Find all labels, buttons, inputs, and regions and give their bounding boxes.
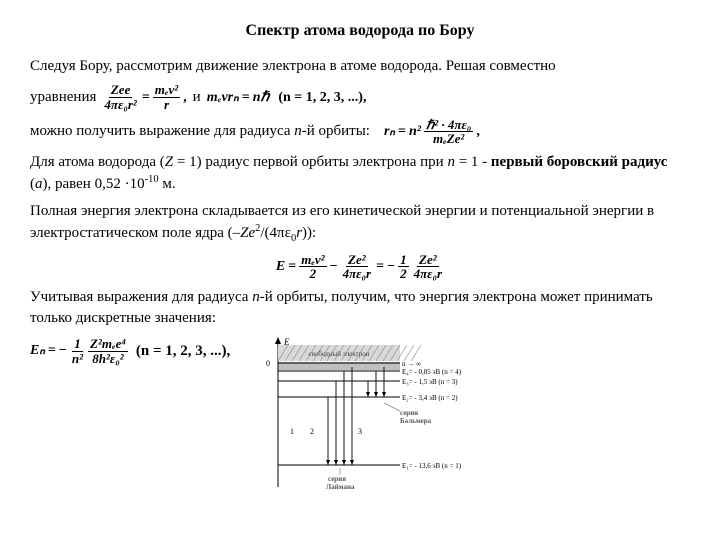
svg-text:2: 2 xyxy=(310,427,314,436)
equation-5: Eₙ = − 1n² Z²mₑe⁴8h²ε₀² xyxy=(30,337,128,365)
svg-text:E₂= - 3,4 эВ (n = 2): E₂= - 3,4 эВ (n = 2) xyxy=(402,394,458,402)
svg-text:0: 0 xyxy=(266,359,270,368)
paragraph-energy: Полная энергия электрона складывается из… xyxy=(30,201,690,247)
svg-text:n → ∞: n → ∞ xyxy=(402,360,421,368)
equation-2: mₑvrₙ = nℏ (n = 1, 2, 3, ...), xyxy=(207,88,367,108)
text-equations-label: уравнения xyxy=(30,87,96,108)
svg-text:1: 1 xyxy=(290,427,294,436)
svg-text:свободный электрон: свободный электрон xyxy=(309,350,370,358)
equation-5-tail: (n = 1, 2, 3, ...), xyxy=(136,341,230,362)
paragraph-discrete: Учитывая выражения для радиуса n-й орбит… xyxy=(30,287,690,329)
svg-text:3: 3 xyxy=(358,427,362,436)
equation-4: E = mₑv²2 − Ze²4πε₀r = − 12 Ze²4πε₀r xyxy=(276,253,444,281)
bottom-row: Eₙ = − 1n² Z²mₑe⁴8h²ε₀² (n = 1, 2, 3, ..… xyxy=(30,337,690,492)
energy-level-diagram: Eсвободный электрон0n → ∞E₄= - 0,85 эВ (… xyxy=(250,337,480,492)
svg-text:E₃= - 1,5 эВ (n = 3): E₃= - 1,5 эВ (n = 3) xyxy=(402,378,458,386)
equation-row-2: можно получить выражение для радиуса n-й… xyxy=(30,118,690,146)
paragraph-1: Следуя Бору, рассмотрим движение электро… xyxy=(30,56,690,77)
page-title: Спектр атома водорода по Бору xyxy=(30,20,690,42)
svg-text:Лаймана: Лаймана xyxy=(326,483,355,491)
svg-text:E₁= - 13,6 эВ (n = 1): E₁= - 13,6 эВ (n = 1) xyxy=(402,462,462,470)
equation-5-block: Eₙ = − 1n² Z²mₑe⁴8h²ε₀² (n = 1, 2, 3, ..… xyxy=(30,337,230,365)
svg-text:серия: серия xyxy=(328,475,346,483)
equation-row-1: уравнения Zee4πε₀r² = mₑv²r , и mₑvrₙ = … xyxy=(30,83,690,111)
equation-1: Zee4πε₀r² = mₑv²r , xyxy=(102,83,186,111)
svg-text:E₄= - 0,85 эВ (n = 4): E₄= - 0,85 эВ (n = 4) xyxy=(402,368,462,376)
text-radius-intro: можно получить выражение для радиуса xyxy=(30,123,294,139)
equation-3: rₙ = n² ℏ² · 4πε₀mₑZe² , xyxy=(384,118,480,146)
paragraph-radius: Для атома водорода (Z = 1) радиус первой… xyxy=(30,152,690,195)
text-and: и xyxy=(193,87,201,108)
svg-text:серия: серия xyxy=(400,409,418,417)
equation-4-row: E = mₑv²2 − Ze²4πε₀r = − 12 Ze²4πε₀r xyxy=(30,253,690,281)
svg-text:Бальмера: Бальмера xyxy=(400,417,432,425)
